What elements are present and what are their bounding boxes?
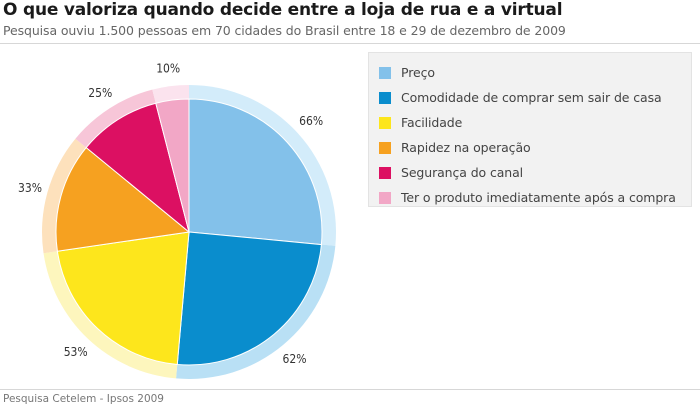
legend-label: Preço (401, 65, 435, 80)
legend-item-facilidade[interactable]: Facilidade (379, 110, 691, 135)
legend-swatch (379, 166, 391, 179)
legend-item-preco[interactable]: Preço (379, 60, 691, 85)
chart-title: O que valoriza quando decide entre a loj… (3, 0, 563, 20)
pie-slice-facilidade[interactable] (56, 231, 190, 366)
pie-slice-ter-o-produto-imediatamente-apos-a-compra[interactable] (155, 98, 190, 233)
legend-label: Facilidade (401, 115, 463, 130)
legend-item-rapidez-na-operacao[interactable]: Rapidez na operação (379, 135, 691, 160)
pie-slice-rapidez-na-operacao[interactable] (55, 146, 191, 252)
legend-swatch (379, 116, 391, 129)
legend-swatch (379, 191, 391, 204)
legend-label: Rapidez na operação (401, 140, 531, 155)
pie-data-label-facilidade: 53% (64, 345, 88, 359)
pie-slice-preco[interactable] (188, 98, 323, 246)
pie-label-layer: 66% 62% 53% 33% 25% 10% (18, 61, 323, 366)
bottom-divider (0, 389, 700, 390)
pie-slice-layer (55, 98, 323, 366)
pie-data-label-seguranca-do-canal: 25% (88, 86, 112, 100)
pie-slice-comodidade-de-comprar-sem-sair-de-casa[interactable] (176, 231, 322, 366)
top-divider (0, 43, 700, 44)
legend-item-comodidade-de-comprar-sem-sair-de-casa[interactable]: Comodidade de comprar sem sair de casa (379, 85, 691, 110)
pie-chart: 66% 62% 53% 33% 25% 10% (18, 61, 336, 380)
chart-subtitle: Pesquisa ouviu 1.500 pessoas em 70 cidad… (3, 23, 566, 38)
legend-item-ter-o-produto-imediatamente-apos-a-compra[interactable]: Ter o produto imediatamente após a compr… (379, 185, 691, 210)
chart-legend: Preço Comodidade de comprar sem sair de c… (368, 52, 692, 207)
pie-data-label-rapidez-na-operacao: 33% (18, 181, 42, 195)
pie-data-label-preco: 66% (299, 114, 323, 128)
legend-label: Comodidade de comprar sem sair de casa (401, 90, 662, 105)
legend-label: Ter o produto imediatamente após a compr… (401, 190, 676, 205)
pie-data-label-ter-o-produto-imediatamente-apos-a-compra: 10% (156, 61, 180, 75)
pie-data-label-comodidade-de-comprar-sem-sair-de-casa: 62% (283, 352, 307, 366)
legend-label: Segurança do canal (401, 165, 524, 180)
legend-swatch (379, 91, 391, 104)
pie-slice-seguranca-do-canal[interactable] (85, 102, 190, 234)
legend-swatch (379, 141, 391, 154)
legend-swatch (379, 66, 391, 79)
source-note: Pesquisa Cetelem - Ipsos 2009 (3, 393, 164, 405)
legend-item-seguranca-do-canal[interactable]: Segurança do canal (379, 160, 691, 185)
